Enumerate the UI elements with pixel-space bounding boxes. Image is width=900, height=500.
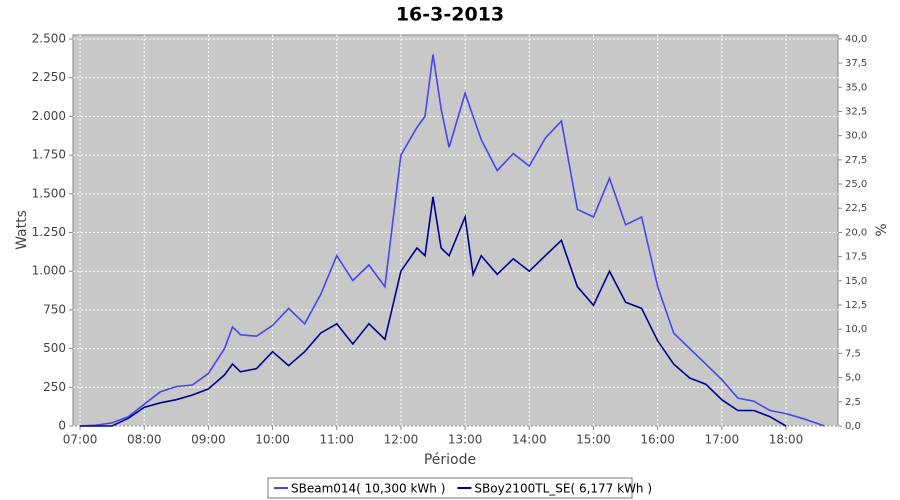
y-tick-label: 2.250 — [32, 70, 66, 84]
y2-tick-label: 30,0 — [845, 131, 867, 142]
y2-tick-label: 35,0 — [845, 82, 867, 93]
x-tick-label: 16:00 — [640, 433, 675, 447]
y2-tick-label: 0,0 — [845, 421, 861, 432]
x-tick-label: 08:00 — [127, 433, 162, 447]
y-tick-label: 500 — [43, 341, 66, 355]
x-tick-label: 10:00 — [255, 433, 290, 447]
y-tick-label: 1.250 — [32, 225, 66, 239]
x-axis-label: Période — [424, 452, 476, 468]
x-tick-label: 17:00 — [705, 433, 740, 447]
y-tick-label: 1.500 — [32, 186, 66, 200]
y2-tick-label: 2,5 — [845, 397, 861, 408]
x-tick-label: 09:00 — [191, 433, 226, 447]
plot-area — [72, 34, 839, 427]
y2-tick-label: 7,5 — [845, 348, 861, 359]
y2-tick-label: 17,5 — [845, 252, 867, 263]
legend — [267, 477, 633, 499]
chart-title: 16-3-2013 — [396, 4, 504, 26]
x-tick-label: 11:00 — [319, 433, 354, 447]
x-tick-label: 13:00 — [448, 433, 483, 447]
y2-tick-label: 40,0 — [845, 34, 867, 45]
y2-tick-label: 12,5 — [845, 300, 867, 311]
x-tick-label: 12:00 — [384, 433, 419, 447]
y-axis-label: Watts — [14, 210, 30, 250]
y-tick-label: 2.000 — [32, 109, 66, 123]
x-tick-label: 18:00 — [769, 433, 804, 447]
x-tick-label: 07:00 — [63, 433, 98, 447]
x-tick-label: 14:00 — [512, 433, 547, 447]
y-tick-label: 1.000 — [32, 264, 66, 278]
series-line — [80, 54, 825, 427]
y2-tick-label: 22,5 — [845, 203, 867, 214]
y2-tick-label: 37,5 — [845, 58, 867, 69]
y-tick-label: 250 — [43, 380, 66, 394]
legend-label: SBoy2100TL_SE( 6,177 kWh ) — [474, 482, 652, 496]
y2-tick-label: 5,0 — [845, 373, 861, 384]
y2-tick-label: 10,0 — [845, 324, 867, 335]
series-line — [80, 196, 787, 427]
x-tick-label: 15:00 — [576, 433, 611, 447]
y-tick-label: 750 — [43, 302, 66, 316]
y2-tick-label: 20,0 — [845, 227, 867, 238]
y2-axis-label: % — [874, 223, 890, 236]
legend-label: SBeam014( 10,300 kWh ) — [291, 482, 445, 496]
y2-tick-label: 27,5 — [845, 155, 867, 166]
y2-tick-label: 32,5 — [845, 106, 867, 117]
y-tick-label: 1.750 — [32, 148, 66, 162]
y-tick-label: 2.500 — [32, 32, 66, 46]
y-tick-label: 0 — [58, 419, 66, 433]
y2-tick-label: 15,0 — [845, 276, 867, 287]
y2-tick-label: 25,0 — [845, 179, 867, 190]
